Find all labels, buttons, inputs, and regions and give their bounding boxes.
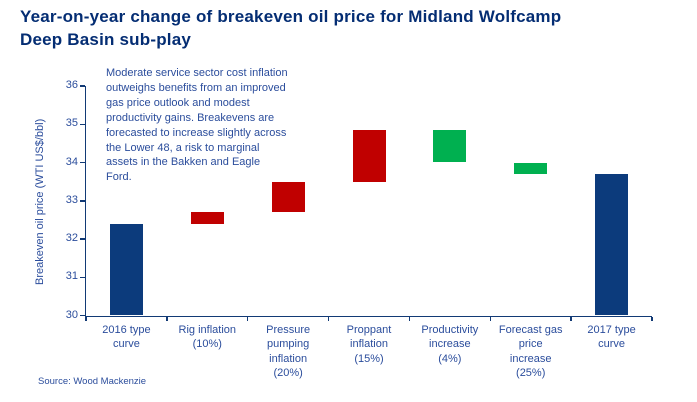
source-note: Source: Wood Mackenzie	[38, 376, 147, 387]
annotation-text: Moderate service sector cost inflation o…	[106, 67, 288, 184]
y-tick	[80, 123, 85, 125]
y-tick	[80, 276, 85, 278]
x-tick	[166, 317, 168, 321]
x-tick	[408, 317, 411, 321]
x-category-label: Productivity increase (4%)	[421, 323, 479, 365]
y-tick-label: 30	[65, 308, 78, 321]
y-tick-label: 36	[65, 79, 78, 91]
y-tick	[80, 314, 85, 317]
x-category-label: 2016 type curve	[102, 323, 151, 351]
y-tick	[80, 85, 85, 87]
x-axis-line	[84, 315, 652, 317]
waterfall-bar-2016-type-curve	[109, 223, 143, 316]
x-category-label: Pressure pumping inflation (20%)	[266, 323, 311, 380]
chart-title-line2: Deep Basin sub-play	[20, 30, 192, 49]
waterfall-bar-proppant-inflation-15	[352, 129, 386, 182]
waterfall-bar-forecast-gas-price-increase-25	[514, 162, 548, 174]
chart-title-line1: Year-on-year change of breakeven oil pri…	[20, 7, 562, 26]
waterfall-bar-rig-inflation-10	[190, 212, 224, 224]
x-tick	[85, 317, 87, 321]
x-tick	[651, 317, 653, 321]
y-tick-label: 34	[65, 155, 78, 168]
y-tick-label: 33	[65, 193, 78, 206]
waterfall-bar-pressure-pumping-inflation-20	[271, 181, 305, 213]
waterfall-bar-2017-type-curve	[595, 173, 629, 316]
x-category-label: Proppant inflation (15%)	[346, 323, 392, 365]
x-tick	[570, 317, 572, 321]
y-tick-label: 35	[65, 117, 78, 130]
y-tick	[80, 161, 85, 164]
chart-title: Year-on-year change of breakeven oil pri…	[20, 5, 692, 51]
x-tick	[327, 317, 330, 321]
y-tick	[80, 200, 85, 202]
x-category-label: 2017 type curve	[587, 323, 636, 351]
x-category-label: Forecast gas price increase (25%)	[498, 323, 563, 380]
x-tick	[246, 317, 249, 321]
x-tick	[489, 317, 492, 321]
y-tick-label: 32	[65, 232, 78, 244]
y-axis-line	[84, 86, 86, 317]
y-tick	[80, 238, 85, 240]
waterfall-bar-productivity-increase-4	[433, 129, 467, 163]
y-tick-label: 31	[65, 270, 78, 283]
y-axis-title: Breakeven oil price (WTI US$/bbl)	[34, 118, 46, 286]
x-category-label: Rig inflation (10%)	[178, 323, 237, 351]
